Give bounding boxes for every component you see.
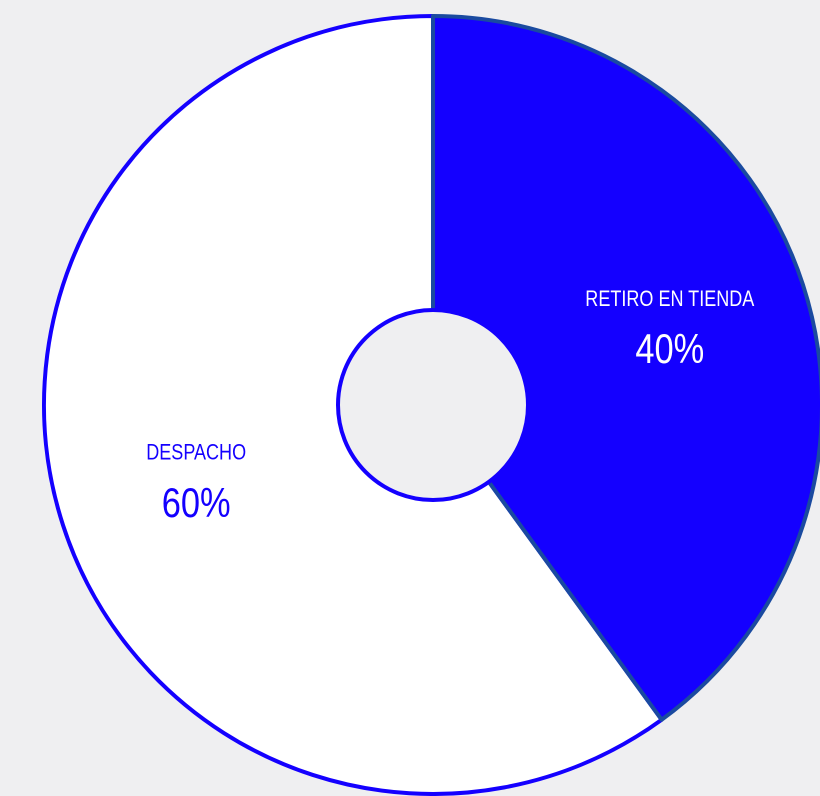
- slice-label: DESPACHO: [146, 441, 246, 465]
- slice-value-label: 40%: [635, 326, 704, 373]
- donut-hole: [336, 308, 530, 502]
- pie-slice: [431, 14, 820, 722]
- slice-label: RETIRO EN TIENDA: [585, 287, 755, 311]
- slice-value-label: 60%: [162, 480, 231, 527]
